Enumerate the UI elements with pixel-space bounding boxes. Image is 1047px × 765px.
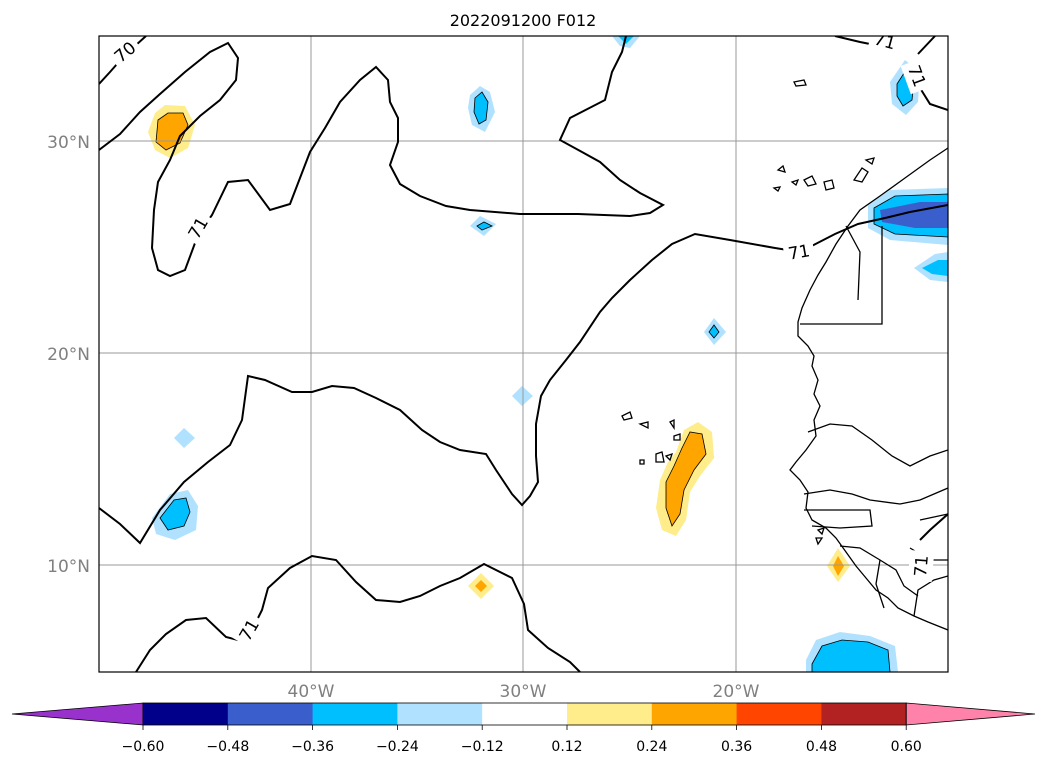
island: [673, 433, 681, 441]
lon-label-20w: 20°W: [713, 682, 760, 702]
positive-anomaly-core: [833, 556, 844, 576]
contour-label: 71: [787, 241, 812, 264]
coastlines: [621, 79, 948, 631]
island: [823, 179, 835, 191]
positive-anomaly-core: [666, 432, 706, 526]
colorbar-tick-label: 0.24: [636, 739, 667, 755]
thin-contour: [473, 91, 489, 125]
contour-71: [917, 36, 936, 55]
contour-71: [135, 554, 581, 672]
contour-71: [99, 204, 948, 545]
colorbar-tick-label: 0.60: [891, 739, 922, 755]
colorbar-tick-label: −0.48: [206, 739, 249, 755]
colorbar-tick-label: 0.12: [551, 739, 582, 755]
negative-anomaly-region: [174, 428, 195, 448]
contour-71: [99, 36, 666, 278]
africa-coastline: [789, 147, 948, 631]
lat-label-30n: 30°N: [47, 133, 90, 153]
island: [621, 411, 633, 421]
colorbar-segment: [736, 703, 822, 725]
contour-71: [919, 513, 948, 541]
colorbar-tick-label: −0.60: [122, 739, 165, 755]
island: [669, 418, 675, 431]
border-line: [919, 513, 948, 521]
island: [816, 526, 826, 536]
lat-label-10n: 10°N: [47, 557, 90, 577]
contour-label: 71: [872, 30, 898, 55]
lon-label-40w: 40°W: [288, 682, 335, 702]
island: [815, 537, 824, 546]
thin-contour: [159, 497, 191, 531]
island: [852, 167, 869, 183]
latitude-labels: 30°N 20°N 10°N: [47, 133, 90, 577]
colorbar-extend-max: [905, 702, 1036, 726]
contour-labels: 70 71 71 71 71 71 71: [105, 30, 935, 649]
thin-contour: [476, 221, 493, 231]
island: [793, 79, 807, 87]
border-line: [845, 225, 861, 301]
island: [772, 186, 782, 192]
colorbar-segment: [397, 703, 483, 725]
border-line: [807, 423, 948, 467]
map-panel: 70 71 71 71 71 71 71: [98, 30, 949, 673]
border-line: [800, 226, 883, 325]
contour-label: 71: [911, 554, 933, 577]
colorbar-tick-label: 0.36: [721, 739, 752, 755]
lon-label-30w: 30°W: [500, 682, 547, 702]
colorbar-extend-min: [11, 702, 144, 726]
positive-anomaly-core: [475, 580, 487, 592]
island: [655, 451, 665, 463]
island: [803, 175, 817, 187]
colorbar: −0.60 −0.48 −0.36 −0.24 −0.12 0.12 0.24 0.36 0.4…: [11, 702, 1036, 755]
thin-contour: [155, 112, 189, 151]
negative-anomaly-core: [922, 260, 948, 276]
thin-contour: [873, 193, 948, 238]
map-title: 2022091200 F012: [450, 11, 597, 30]
colorbar-segment: [143, 703, 229, 725]
thin-contour: [708, 324, 720, 339]
thin-contour: [665, 431, 707, 527]
island: [664, 452, 674, 462]
thin-contours: [155, 69, 948, 672]
colorbar-frame: [142, 702, 907, 726]
colorbar-segment: [821, 703, 907, 725]
colorbar-tick-label: 0.48: [806, 739, 837, 755]
colorbar-segment: [482, 703, 568, 725]
colorbar-segment: [651, 703, 738, 725]
gridlines: [99, 36, 948, 672]
island: [864, 157, 875, 166]
map-content: 70 71 71 71 71 71 71: [99, 30, 948, 672]
colorbar-tick-label: −0.24: [376, 739, 419, 755]
island: [638, 421, 649, 430]
border-line: [913, 575, 948, 617]
border-line: [803, 487, 948, 505]
colorbar-segment: [567, 703, 653, 725]
longitude-labels: 40°W 30°W 20°W: [288, 682, 760, 702]
negative-anomaly-core: [160, 498, 190, 530]
negative-anomaly-core: [812, 640, 890, 672]
shading-layer: [148, 36, 948, 672]
map-frame: [98, 35, 949, 673]
island: [776, 164, 787, 173]
lat-label-20n: 20°N: [47, 345, 90, 365]
border-line: [875, 559, 885, 609]
colorbar-segment: [227, 703, 314, 725]
island: [639, 459, 645, 465]
island: [790, 178, 800, 187]
colorbar-tick-label: −0.36: [291, 739, 334, 755]
border-line: [839, 545, 919, 597]
border-line: [804, 509, 873, 529]
colorbar-segment: [312, 703, 398, 725]
colorbar-tick-label: −0.12: [461, 739, 504, 755]
negative-anomaly-core: [474, 92, 488, 124]
thin-contour: [811, 639, 891, 672]
